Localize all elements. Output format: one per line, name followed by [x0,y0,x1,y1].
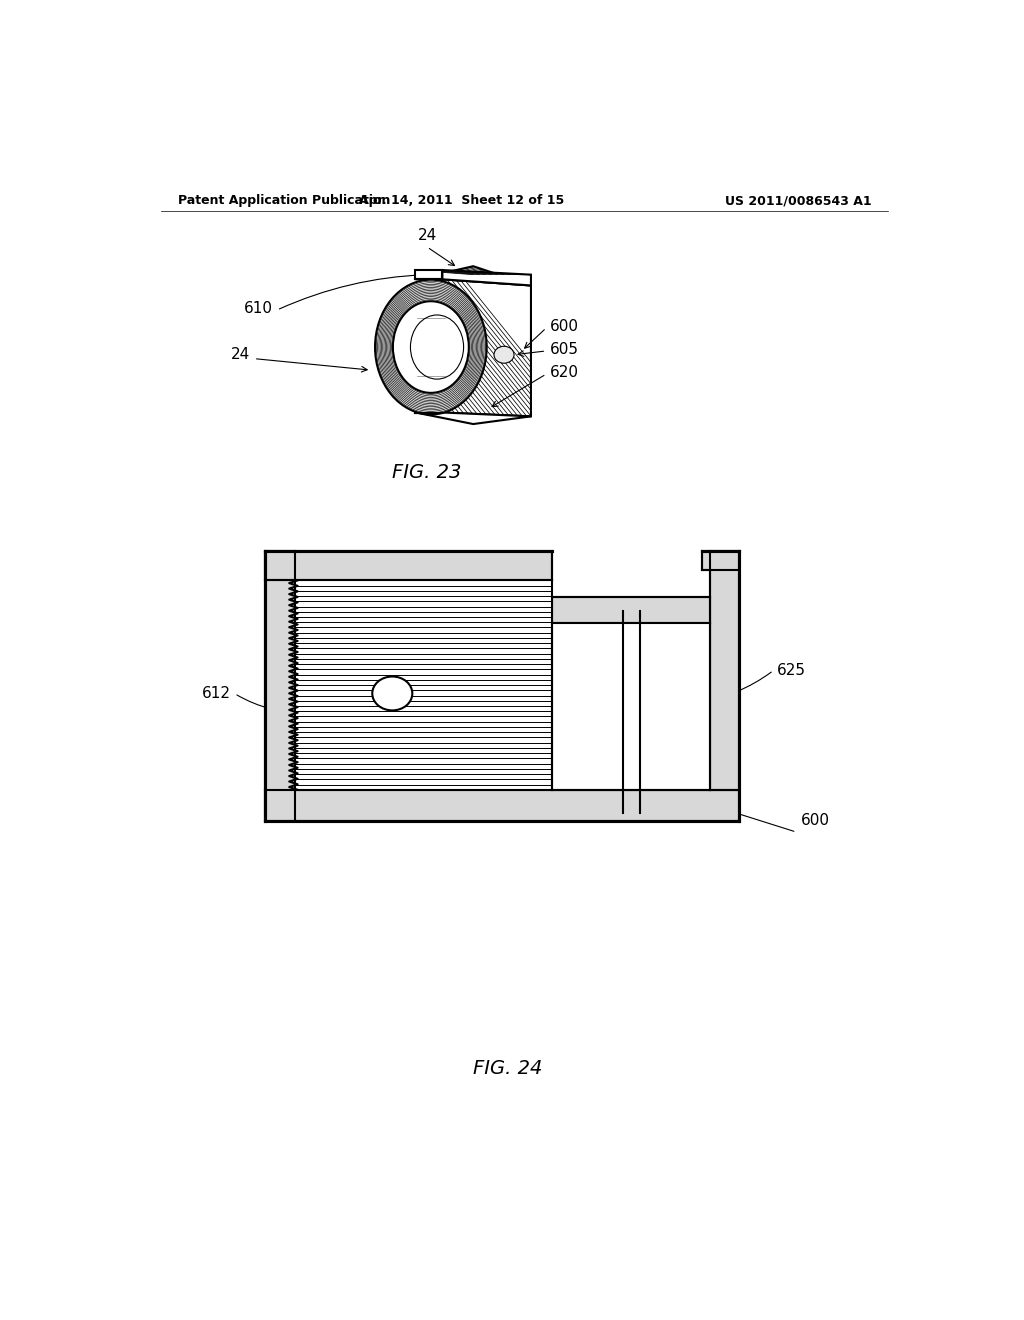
Ellipse shape [393,301,469,393]
Polygon shape [552,597,710,623]
Text: US 2011/0086543 A1: US 2011/0086543 A1 [725,194,871,207]
Polygon shape [442,271,531,285]
Polygon shape [416,267,531,285]
Ellipse shape [494,346,514,363]
Text: FIG. 24: FIG. 24 [473,1059,543,1078]
Polygon shape [701,552,739,570]
Text: 24: 24 [230,347,250,362]
Text: 24: 24 [418,228,436,243]
Polygon shape [265,552,552,581]
Polygon shape [265,552,295,821]
Text: 620: 620 [550,364,580,380]
Text: 612: 612 [202,686,230,701]
Text: Apr. 14, 2011  Sheet 12 of 15: Apr. 14, 2011 Sheet 12 of 15 [359,194,564,207]
Text: Patent Application Publication: Patent Application Publication [178,194,391,207]
Polygon shape [416,271,442,280]
Polygon shape [416,412,531,424]
Text: 600: 600 [801,813,829,829]
Polygon shape [265,789,739,821]
Ellipse shape [411,315,464,379]
Text: FIG. 23: FIG. 23 [392,462,462,482]
Ellipse shape [375,280,486,414]
Ellipse shape [373,677,413,710]
Bar [552,623,710,789]
Polygon shape [710,552,739,789]
Polygon shape [442,280,531,416]
Text: 605: 605 [550,342,580,356]
Text: 625: 625 [777,663,806,678]
Text: 600: 600 [550,318,580,334]
Text: 610: 610 [244,301,273,315]
Bar [295,581,552,789]
